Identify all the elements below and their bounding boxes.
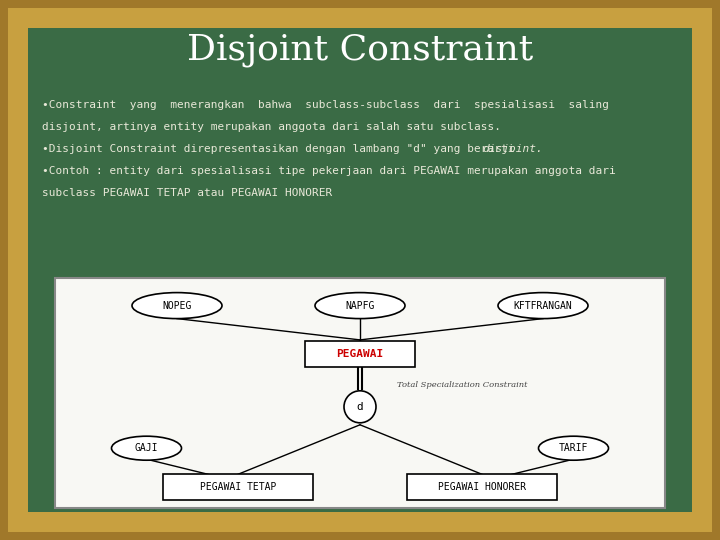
Text: PEGAWAI TETAP: PEGAWAI TETAP — [200, 482, 276, 492]
Text: NOPEG: NOPEG — [162, 301, 192, 310]
Ellipse shape — [132, 293, 222, 319]
Bar — [55, 278, 665, 508]
Bar — [305, 341, 415, 367]
Text: TARIF: TARIF — [559, 443, 588, 453]
Circle shape — [344, 391, 376, 423]
Text: •Contoh : entity dari spesialisasi tipe pekerjaan dari PEGAWAI merupakan anggota: •Contoh : entity dari spesialisasi tipe … — [42, 166, 616, 176]
Text: NAPFG: NAPFG — [346, 301, 374, 310]
Text: d: d — [356, 402, 364, 412]
Ellipse shape — [498, 293, 588, 319]
Ellipse shape — [315, 293, 405, 319]
Text: KFTFRANGAN: KFTFRANGAN — [513, 301, 572, 310]
Ellipse shape — [539, 436, 608, 460]
Bar — [163, 474, 313, 500]
Text: PEGAWAI: PEGAWAI — [336, 349, 384, 359]
Bar — [28, 28, 692, 512]
Text: •Constraint  yang  menerangkan  bahwa  subclass-subclass  dari  spesialisasi  sa: •Constraint yang menerangkan bahwa subcl… — [42, 100, 609, 110]
Text: Disjoint Constraint: Disjoint Constraint — [187, 33, 533, 67]
Text: PEGAWAI HONORER: PEGAWAI HONORER — [438, 482, 526, 492]
Text: subclass PEGAWAI TETAP atau PEGAWAI HONORER: subclass PEGAWAI TETAP atau PEGAWAI HONO… — [42, 188, 332, 198]
Text: •Disjoint Constraint direpresentasikan dengan lambang "d" yang berarti: •Disjoint Constraint direpresentasikan d… — [42, 144, 521, 154]
Text: disjoint.: disjoint. — [482, 144, 543, 154]
Ellipse shape — [112, 436, 181, 460]
Text: GAJI: GAJI — [135, 443, 158, 453]
Text: Total Specialization Constraint: Total Specialization Constraint — [397, 381, 527, 389]
Text: disjoint, artinya entity merupakan anggota dari salah satu subclass.: disjoint, artinya entity merupakan anggo… — [42, 122, 501, 132]
Bar — [407, 474, 557, 500]
